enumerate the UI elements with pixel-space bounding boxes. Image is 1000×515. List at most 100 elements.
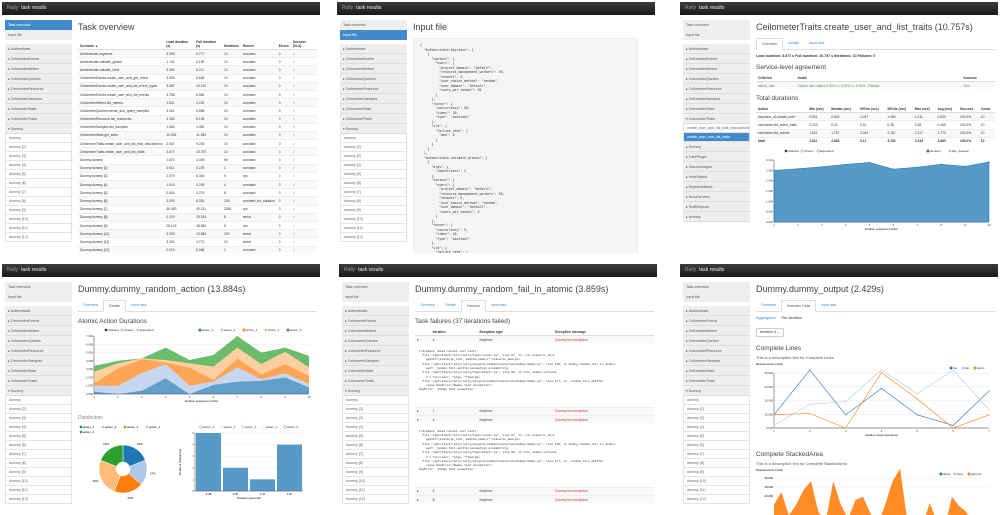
sidebar-item[interactable]: dummy [5] bbox=[5, 170, 72, 179]
expand-icon[interactable]: ▸ bbox=[415, 495, 431, 504]
table-row[interactable]: Authenticate.validate_heat 3.050 8.211 10 co… bbox=[78, 65, 317, 75]
column-header[interactable]: Success (SLA) bbox=[290, 38, 317, 50]
sidebar-group[interactable]: ▸ CeilometerMeters bbox=[683, 326, 750, 336]
legend-label[interactable]: action_3 bbox=[224, 328, 236, 332]
sidebar-group[interactable]: ▸ CeilometerStats bbox=[5, 366, 72, 376]
data-point[interactable] bbox=[845, 427, 847, 428]
data-point[interactable] bbox=[881, 371, 882, 373]
sidebar-item[interactable]: dummy [8] bbox=[340, 197, 407, 206]
data-point[interactable] bbox=[821, 166, 823, 168]
sidebar-item[interactable]: dummy [7] bbox=[5, 450, 72, 459]
sidebar-group[interactable]: ▸ CeilometerEvents bbox=[342, 316, 409, 326]
legend-marker[interactable] bbox=[967, 471, 971, 475]
sidebar-item[interactable]: dummy [8] bbox=[342, 459, 409, 468]
sidebar-group[interactable]: ▸ Authenticate bbox=[5, 306, 72, 316]
brand-logo[interactable]: Rally bbox=[7, 267, 19, 273]
sidebar-group[interactable]: ▸ CeilometerResource bbox=[683, 346, 750, 356]
failure-row[interactable]: ▾ 4 KeyError Dummy test exception bbox=[415, 415, 654, 424]
column-header[interactable]: Criterion bbox=[756, 74, 796, 82]
sidebar-item[interactable]: dummy [7] bbox=[340, 188, 407, 197]
column-header[interactable]: Count bbox=[978, 105, 995, 114]
sidebar-item[interactable]: dummy [6] bbox=[342, 441, 409, 450]
sidebar-group[interactable]: ▸ CeilometerResource bbox=[683, 84, 750, 94]
mode-radio[interactable] bbox=[136, 328, 140, 332]
nav-input-file[interactable]: Input file bbox=[8, 33, 22, 37]
table-row[interactable]: Dummy.dummy [11] 3.001 4.772 20 serial 0 ✓ bbox=[78, 237, 317, 246]
table-row[interactable]: CeilometerEvents.create_user_and_list_ev… bbox=[78, 89, 317, 99]
tab[interactable]: Input task bbox=[808, 41, 825, 45]
sidebar-group[interactable]: ▸ CeilometerMeters bbox=[5, 64, 72, 74]
legend-label[interactable]: foo bbox=[953, 366, 958, 370]
data-point[interactable] bbox=[916, 398, 918, 399]
collapse-icon[interactable]: ▾ bbox=[415, 415, 431, 424]
sidebar-item[interactable]: dummy [6] bbox=[5, 179, 72, 188]
sidebar-group[interactable]: ▸ GlanceImages bbox=[683, 162, 750, 172]
column-header[interactable]: Load duration (s) bbox=[164, 38, 195, 50]
line-foo[interactable] bbox=[773, 369, 990, 426]
nav-task-overview[interactable]: Task overview bbox=[686, 285, 709, 289]
table-row[interactable]: Dummy.dummy [5] 0.004 4.275 8 constant 0 ✓ bbox=[78, 188, 317, 197]
legend-label[interactable]: gamma bbox=[971, 472, 981, 476]
subtab[interactable]: Per iteration bbox=[781, 316, 803, 320]
sidebar-group[interactable]: ▸ KeystoneBasic bbox=[683, 182, 750, 192]
sidebar-item[interactable]: dummy [11] bbox=[340, 224, 407, 233]
data-point[interactable] bbox=[940, 163, 942, 165]
sidebar-item[interactable]: dummy [8] bbox=[5, 197, 72, 206]
table-row[interactable]: CeilometerTraits.create_user_and_list_tr… bbox=[78, 147, 317, 156]
sidebar-item[interactable]: dummy [12] bbox=[5, 233, 72, 242]
sidebar-group[interactable]: ▸ CeilometerStats bbox=[683, 104, 750, 114]
table-row[interactable]: Dummy.dummy [4] 1.015 5.249 4 constant 0 ✓ bbox=[78, 179, 317, 189]
sidebar-group[interactable]: ▸ CeilometerSamples bbox=[5, 356, 72, 366]
pie-slice-action_1[interactable] bbox=[98, 459, 121, 492]
table-row[interactable]: Dummy.dummy [9] 26.143 46.952 8 rps 0 ✓ bbox=[78, 220, 317, 230]
column-header[interactable]: Full duration (s) bbox=[194, 38, 223, 50]
sidebar-item[interactable]: dummy [2] bbox=[683, 405, 750, 414]
nav-input-file[interactable]: Input file bbox=[340, 30, 407, 40]
sidebar-item[interactable]: dummy [3] bbox=[5, 152, 72, 161]
column-header[interactable]: Max (sec) bbox=[912, 105, 936, 114]
sidebar-item[interactable]: dummy [5] bbox=[342, 432, 409, 441]
sidebar-item[interactable]: dummy [10] bbox=[340, 215, 407, 224]
data-point[interactable] bbox=[988, 408, 990, 410]
sidebar-group[interactable]: ▾ Dummy bbox=[340, 124, 407, 134]
legend-marker[interactable] bbox=[939, 471, 943, 475]
sidebar-item[interactable]: dummy [12] bbox=[683, 495, 750, 504]
sidebar-group[interactable]: ▾ CeilometerTraits bbox=[683, 114, 750, 124]
failure-row[interactable]: ▸ 1 KeyError Dummy test exception bbox=[415, 406, 654, 416]
table-row[interactable]: Dummy.dummy [12] 0.019 5.268 1 constant 0 ✓ bbox=[78, 245, 317, 253]
sidebar-item[interactable]: dummy [2] bbox=[342, 405, 409, 414]
area-action_4[interactable] bbox=[94, 377, 309, 394]
nav-input-file[interactable]: Input file bbox=[345, 295, 359, 299]
sidebar-group[interactable]: ▸ CeilometerStats bbox=[5, 104, 72, 114]
data-point[interactable] bbox=[773, 169, 775, 171]
table-row[interactable]: Dummy.dummy [8] 0.129 25.343 8 serial 0 ✓ bbox=[78, 212, 317, 222]
tab[interactable]: Overview bbox=[83, 303, 98, 307]
nav-task-overview[interactable]: Task overview bbox=[8, 285, 31, 289]
sidebar-item[interactable]: dummy [4] bbox=[683, 423, 750, 432]
nav-task-overview[interactable]: Task overview bbox=[343, 23, 366, 27]
sidebar-group[interactable]: ▸ CeilometerQueries bbox=[5, 74, 72, 84]
table-row[interactable]: Dummy.dummy [7] 36.483 30.211 2000 rps 0 ✓ bbox=[78, 204, 317, 214]
table-row[interactable]: CeilometerSamples.list_samples 1.565 4.450… bbox=[78, 122, 317, 132]
histogram-bar[interactable] bbox=[223, 467, 248, 491]
legend-marker[interactable] bbox=[123, 425, 127, 429]
data-point[interactable] bbox=[916, 413, 918, 415]
brand-logo[interactable]: Rally bbox=[344, 267, 356, 273]
column-header[interactable]: Median (sec) bbox=[829, 105, 858, 114]
brand-logo[interactable]: Rally bbox=[342, 5, 354, 11]
sidebar-item[interactable]: dummy [10] bbox=[342, 477, 409, 486]
legend-marker[interactable] bbox=[961, 365, 965, 369]
legend-marker[interactable] bbox=[145, 425, 149, 429]
legend-marker[interactable] bbox=[953, 471, 957, 475]
data-point[interactable] bbox=[845, 163, 847, 165]
legend-marker[interactable] bbox=[264, 328, 268, 332]
tab[interactable]: Input task bbox=[490, 303, 507, 307]
sidebar-item[interactable]: dummy [7] bbox=[342, 450, 409, 459]
legend-label[interactable]: action_0 bbox=[290, 328, 302, 332]
sidebar-item[interactable]: dummy [9] bbox=[340, 206, 407, 215]
sidebar-item[interactable]: dummy [4] bbox=[342, 423, 409, 432]
tab[interactable]: Input task bbox=[130, 303, 147, 307]
sidebar-group[interactable]: ▸ CeilometerTraits bbox=[340, 114, 407, 124]
tab[interactable]: Scenario Data bbox=[780, 300, 816, 312]
tab[interactable]: Overview bbox=[756, 38, 783, 50]
